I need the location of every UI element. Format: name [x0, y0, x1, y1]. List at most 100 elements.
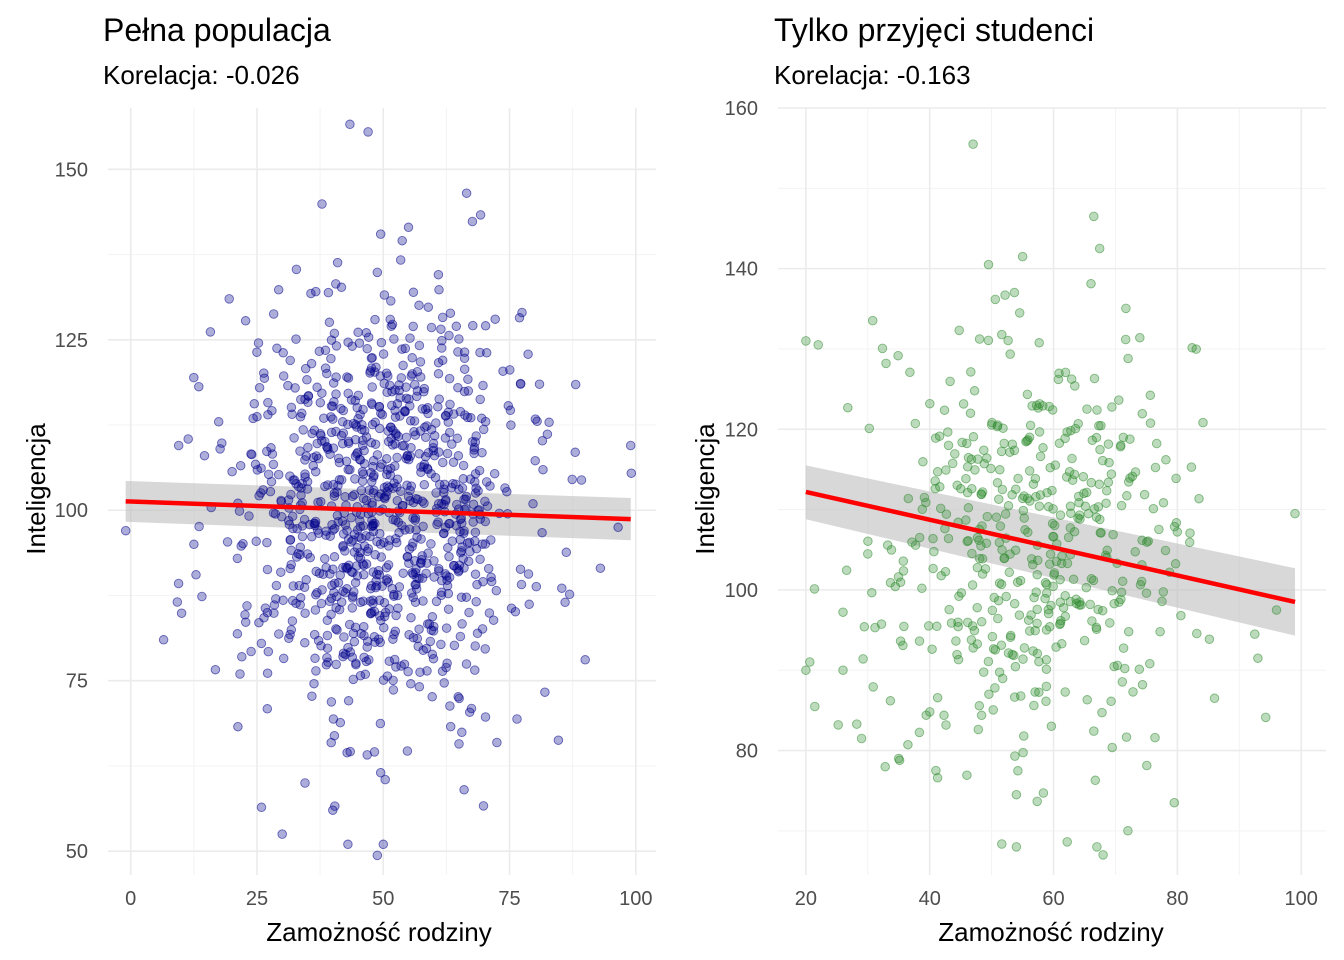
data-point — [362, 343, 372, 354]
data-point — [992, 420, 1003, 430]
data-point — [357, 440, 368, 451]
data-point — [890, 581, 901, 592]
data-point — [1115, 442, 1126, 452]
data-point — [222, 537, 233, 547]
data-point — [306, 288, 316, 299]
data-point — [444, 572, 455, 583]
data-point — [984, 689, 994, 699]
data-point — [1060, 590, 1070, 601]
trend-line — [125, 499, 631, 522]
data-point — [445, 518, 455, 529]
data-point — [251, 536, 261, 547]
data-point — [410, 579, 420, 590]
data-point — [443, 542, 453, 553]
data-point — [358, 493, 369, 504]
data-point — [1007, 439, 1018, 449]
data-point — [1087, 435, 1098, 446]
data-point — [345, 119, 355, 130]
data-point — [461, 188, 472, 198]
data-point — [387, 400, 397, 411]
data-point — [1016, 691, 1026, 701]
data-point — [439, 479, 450, 490]
data-point — [1000, 509, 1011, 519]
data-point — [370, 367, 380, 377]
data-point — [478, 801, 489, 811]
data-point — [1032, 648, 1043, 659]
data-point — [366, 438, 377, 448]
data-point — [1011, 842, 1022, 852]
data-point — [285, 355, 295, 366]
data-point — [378, 839, 389, 850]
data-point — [389, 334, 399, 344]
data-point — [1101, 486, 1112, 496]
data-point — [613, 522, 623, 533]
data-point — [1134, 664, 1145, 675]
data-point — [534, 379, 545, 389]
data-point — [249, 399, 260, 409]
x-tick-labels: 0 25 50 75 100 — [125, 888, 652, 910]
data-point — [210, 664, 221, 675]
data-point — [1026, 610, 1036, 620]
data-point — [240, 610, 250, 620]
data-point — [359, 621, 369, 632]
data-point — [283, 380, 293, 391]
data-point — [351, 561, 362, 571]
data-point — [466, 703, 477, 714]
data-point — [252, 347, 262, 357]
data-point — [278, 371, 289, 381]
data-point — [297, 531, 308, 542]
data-point — [996, 446, 1007, 457]
data-point — [473, 486, 483, 496]
data-point — [943, 440, 954, 451]
data-point — [477, 624, 488, 634]
data-point — [481, 348, 492, 358]
data-point — [1103, 477, 1114, 488]
data-point — [475, 347, 485, 358]
data-point — [833, 720, 843, 730]
data-point — [263, 410, 273, 420]
data-point — [240, 617, 251, 627]
data-point — [1078, 471, 1089, 482]
data-point — [923, 621, 934, 631]
data-point — [898, 566, 909, 576]
data-point — [343, 436, 354, 447]
data-point — [523, 569, 534, 579]
data-point — [441, 662, 451, 673]
data-point — [173, 578, 184, 589]
data-point — [470, 569, 481, 579]
data-point — [557, 583, 567, 593]
data-point — [941, 509, 952, 519]
data-point — [1094, 479, 1105, 490]
data-point — [380, 774, 390, 785]
data-point — [1033, 555, 1043, 566]
data-point — [272, 343, 282, 354]
data-point — [353, 551, 364, 562]
y-axis-title: Inteligencja — [690, 423, 720, 555]
data-point — [288, 581, 299, 591]
data-point — [540, 687, 550, 697]
data-point — [434, 394, 444, 404]
data-point — [417, 573, 428, 583]
data-point — [1092, 842, 1102, 852]
data-point — [1005, 349, 1015, 359]
data-point — [366, 608, 376, 619]
data-point — [1075, 514, 1085, 524]
chart-title: Pełna populacja — [103, 12, 331, 48]
data-point — [1046, 721, 1057, 731]
data-point — [382, 469, 392, 480]
data-point — [358, 521, 368, 531]
data-point — [1045, 462, 1055, 473]
data-point — [1018, 747, 1028, 758]
data-point — [242, 601, 252, 611]
data-point — [506, 420, 516, 430]
data-point — [1137, 679, 1148, 690]
data-point — [1009, 650, 1019, 661]
data-point — [403, 666, 413, 677]
data-point — [400, 343, 411, 354]
data-point — [434, 479, 445, 490]
data-point — [436, 590, 447, 601]
data-point — [363, 332, 374, 342]
data-point — [300, 608, 310, 618]
data-point — [321, 660, 332, 670]
data-point — [426, 539, 436, 549]
